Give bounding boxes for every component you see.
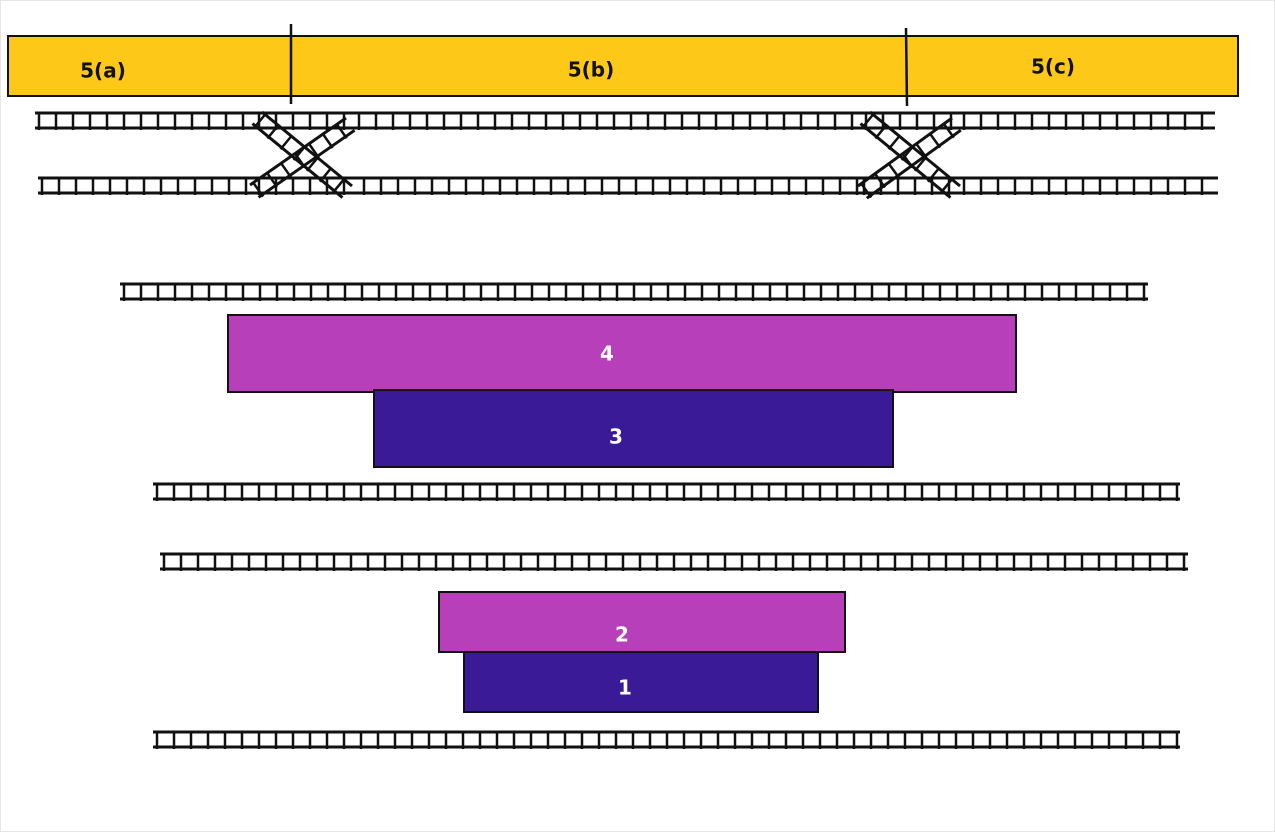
rail xyxy=(865,128,962,200)
tie xyxy=(873,172,886,189)
track xyxy=(160,552,1188,571)
tie xyxy=(335,122,348,139)
top-bar xyxy=(7,35,1239,97)
tie xyxy=(253,112,267,129)
divider xyxy=(904,27,909,107)
tie xyxy=(265,171,278,188)
tie xyxy=(859,182,873,199)
tie xyxy=(887,162,900,179)
block-label: 1 xyxy=(618,676,632,700)
track xyxy=(251,110,353,199)
tracks xyxy=(35,110,1218,749)
track xyxy=(153,482,1180,501)
block-label: 4 xyxy=(600,342,614,366)
block xyxy=(463,651,819,713)
track xyxy=(38,176,255,195)
tie xyxy=(266,123,280,140)
block xyxy=(373,389,894,468)
rail xyxy=(249,116,347,187)
track xyxy=(153,730,1180,749)
tie xyxy=(913,156,928,172)
tie xyxy=(942,122,955,139)
tie xyxy=(307,142,320,159)
track xyxy=(859,110,961,199)
rail xyxy=(869,110,961,188)
tie xyxy=(293,151,306,169)
segment-label: 5(c) xyxy=(1031,55,1075,79)
tie xyxy=(861,112,875,129)
track xyxy=(255,111,355,130)
tie xyxy=(279,161,292,178)
track xyxy=(35,111,255,130)
block-label: 3 xyxy=(609,425,623,449)
rail xyxy=(859,122,952,199)
tie xyxy=(940,177,954,194)
track xyxy=(120,282,1148,301)
tie xyxy=(900,152,914,169)
rail xyxy=(251,122,344,199)
block xyxy=(438,591,846,653)
track xyxy=(857,116,962,200)
block xyxy=(227,314,1017,393)
track xyxy=(960,111,1215,130)
track xyxy=(355,111,862,130)
track xyxy=(249,116,356,199)
tie xyxy=(928,132,942,149)
tie xyxy=(251,181,265,198)
tie xyxy=(332,177,346,194)
track xyxy=(360,176,860,195)
tie xyxy=(874,123,888,140)
segment-label: 5(a) xyxy=(80,59,126,83)
tie xyxy=(926,166,941,183)
tie xyxy=(914,142,928,159)
track xyxy=(862,111,960,130)
tie xyxy=(305,156,320,172)
rail xyxy=(857,116,953,188)
tie xyxy=(279,134,293,151)
rail xyxy=(257,129,356,199)
tie xyxy=(321,132,334,149)
segment-label: 5(b) xyxy=(568,58,615,82)
track xyxy=(960,176,1218,195)
tie xyxy=(887,134,901,151)
block-label: 2 xyxy=(615,623,629,647)
tie xyxy=(318,166,333,183)
rail xyxy=(261,110,353,188)
